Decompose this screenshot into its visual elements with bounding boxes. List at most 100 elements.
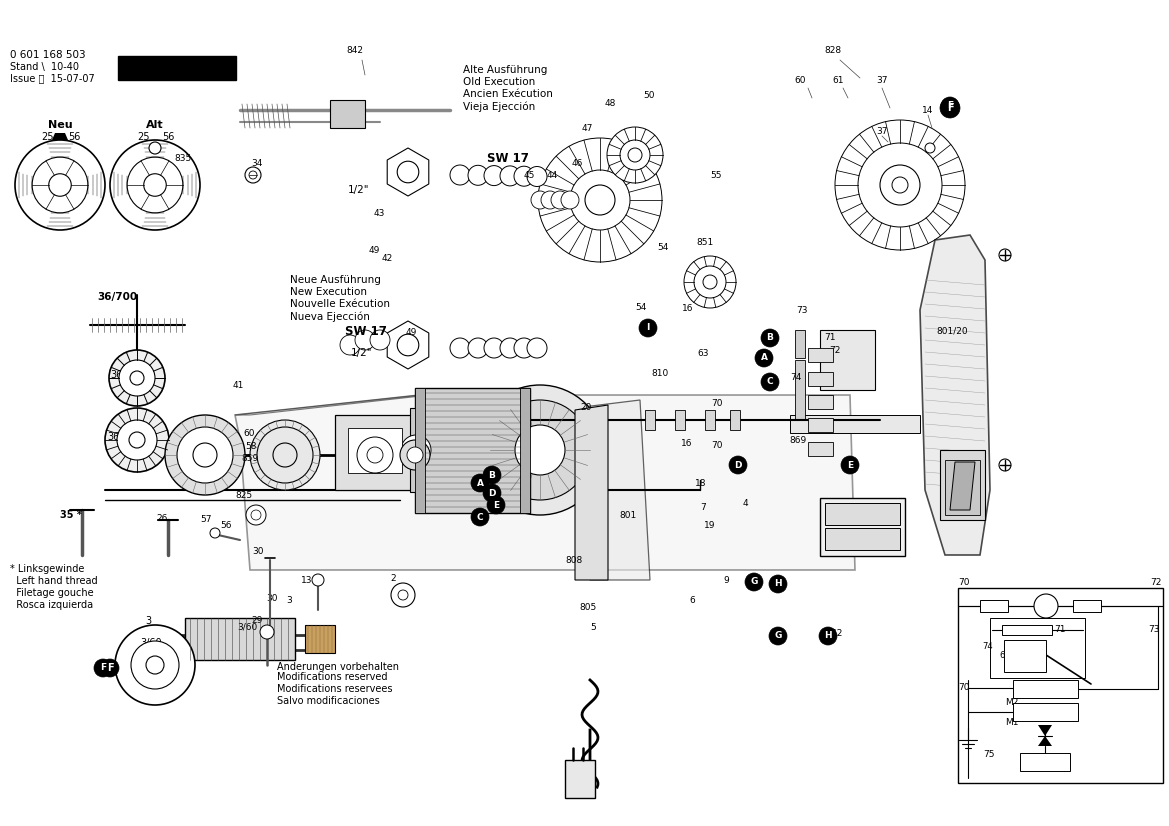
Text: B: B <box>489 471 496 480</box>
Bar <box>1004 640 1046 672</box>
Bar <box>819 498 905 556</box>
Text: C: C <box>767 377 774 387</box>
Circle shape <box>355 330 375 350</box>
Bar <box>795 330 805 358</box>
Text: 835: 835 <box>174 154 192 163</box>
Text: 43: 43 <box>373 209 385 218</box>
Circle shape <box>407 447 423 463</box>
Circle shape <box>468 165 487 185</box>
Circle shape <box>500 338 520 358</box>
Circle shape <box>251 510 261 520</box>
Text: 44: 44 <box>546 171 558 180</box>
Text: 808: 808 <box>566 556 582 565</box>
Text: 805: 805 <box>580 603 596 612</box>
Text: Alt: Alt <box>146 120 164 130</box>
Text: 57: 57 <box>200 515 212 524</box>
Circle shape <box>32 157 88 213</box>
Text: Modifications reservees: Modifications reservees <box>277 684 393 694</box>
Text: 25: 25 <box>42 132 54 142</box>
Text: 72: 72 <box>1150 578 1161 587</box>
Text: F: F <box>947 103 953 113</box>
Text: 73: 73 <box>1148 625 1160 634</box>
Text: E: E <box>493 501 499 510</box>
Polygon shape <box>51 133 68 140</box>
Circle shape <box>819 627 837 645</box>
Text: 6: 6 <box>689 596 694 605</box>
Text: 2: 2 <box>390 574 396 583</box>
Bar <box>825 528 900 550</box>
Text: 36: 36 <box>108 432 119 442</box>
Text: H: H <box>824 632 832 640</box>
Circle shape <box>129 432 145 448</box>
Text: 1/2": 1/2" <box>351 348 373 358</box>
Circle shape <box>110 140 200 230</box>
Text: 60: 60 <box>794 76 805 85</box>
Bar <box>729 410 740 430</box>
Circle shape <box>390 583 415 607</box>
Circle shape <box>471 508 489 526</box>
Text: 3: 3 <box>286 596 292 605</box>
Bar <box>940 450 985 520</box>
Text: 50: 50 <box>643 91 655 100</box>
Circle shape <box>312 574 324 586</box>
Text: 859: 859 <box>241 454 258 463</box>
Circle shape <box>551 191 569 209</box>
Polygon shape <box>950 462 975 510</box>
Circle shape <box>607 127 663 183</box>
Circle shape <box>483 484 502 502</box>
Bar <box>305 625 336 653</box>
Text: Neue Ausführung: Neue Ausführung <box>290 275 381 285</box>
Circle shape <box>260 625 274 639</box>
Text: 36: 36 <box>110 370 123 380</box>
Text: 56: 56 <box>220 521 231 530</box>
Circle shape <box>694 266 726 298</box>
Text: 3/60: 3/60 <box>237 622 257 631</box>
Text: D: D <box>489 488 496 497</box>
Text: 25: 25 <box>137 132 150 142</box>
Bar <box>185 618 295 660</box>
Bar <box>410 408 422 492</box>
Text: 26: 26 <box>157 514 167 523</box>
Text: 47: 47 <box>581 124 593 133</box>
Polygon shape <box>1038 736 1052 746</box>
Text: G: G <box>750 577 758 586</box>
Bar <box>520 388 530 513</box>
Text: 70: 70 <box>959 683 969 692</box>
Circle shape <box>484 338 504 358</box>
Bar <box>415 388 426 513</box>
Polygon shape <box>387 148 429 196</box>
Bar <box>1073 600 1101 612</box>
Text: 35 *: 35 * <box>60 510 82 520</box>
Text: E: E <box>846 461 853 469</box>
Circle shape <box>514 166 534 186</box>
Text: 49: 49 <box>406 328 416 337</box>
Circle shape <box>584 185 615 215</box>
Text: 70: 70 <box>711 441 722 450</box>
Circle shape <box>892 177 908 193</box>
Text: 30: 30 <box>253 547 264 556</box>
Text: Left hand thread: Left hand thread <box>11 576 98 586</box>
Text: Nueva Ejección: Nueva Ejección <box>290 311 369 321</box>
Circle shape <box>769 627 787 645</box>
Circle shape <box>527 167 547 187</box>
Bar <box>990 618 1085 678</box>
Circle shape <box>144 173 166 197</box>
Bar <box>645 410 655 430</box>
Bar <box>795 360 805 420</box>
Circle shape <box>109 350 165 406</box>
Polygon shape <box>1038 725 1052 736</box>
Text: I: I <box>646 324 650 333</box>
Text: 37: 37 <box>877 76 887 85</box>
Text: 19: 19 <box>704 521 715 530</box>
Text: 4: 4 <box>742 499 748 508</box>
Text: C: C <box>477 512 483 521</box>
Circle shape <box>386 420 447 480</box>
Bar <box>705 410 715 430</box>
Bar <box>790 415 920 433</box>
Text: 810: 810 <box>651 369 669 378</box>
Circle shape <box>367 447 383 463</box>
Text: 54: 54 <box>635 303 646 312</box>
Circle shape <box>165 415 245 495</box>
Text: 1/2": 1/2" <box>348 185 369 195</box>
Text: 12: 12 <box>832 629 844 638</box>
